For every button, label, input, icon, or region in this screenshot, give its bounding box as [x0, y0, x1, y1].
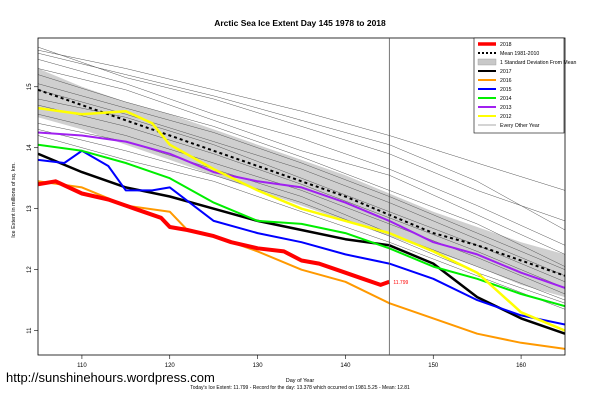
legend-item: 2016: [478, 78, 512, 84]
mean-line: [38, 88, 565, 277]
every-other-year-line: [38, 98, 565, 283]
every-other-year-line: [38, 49, 565, 191]
legend-swatch: [477, 58, 497, 66]
endpoint-value-label: 11.799: [393, 280, 408, 286]
every-other-year-line: [38, 52, 565, 231]
every-other-year-line: [38, 83, 565, 270]
every-other-year-line: [38, 59, 565, 246]
legend-label: Mean 1981-2010: [500, 51, 539, 57]
legend-item: 1 Standard Deviation From Mean: [477, 58, 577, 66]
legend-item: 2017: [478, 69, 512, 75]
legend-item: 2012: [478, 114, 512, 120]
legend-item: Mean 1981-2010: [478, 51, 539, 57]
every-other-year-line: [38, 89, 565, 277]
x-tick-label: 160: [516, 363, 527, 369]
x-tick-label: 150: [428, 363, 439, 369]
every-other-year-line: [38, 129, 565, 304]
every-other-year-line: [38, 74, 565, 267]
x-tick-label: 140: [340, 363, 351, 369]
chart-title: Arctic Sea Ice Extent Day 145 1978 to 20…: [214, 18, 386, 28]
y-tick-label: 11: [27, 327, 33, 334]
every-other-year-line: [38, 68, 565, 255]
series-line-2013: [38, 131, 565, 289]
every-other-year-line: [38, 135, 565, 310]
every-other-year-line: [38, 46, 565, 222]
every-other-year-line: [38, 113, 565, 295]
series-line-2012: [38, 106, 565, 332]
legend-box: [473, 37, 565, 134]
footer-text: Today's Ice Extent: 11.799 - Record for …: [190, 385, 410, 391]
x-axis-label: Day of Year: [286, 378, 315, 384]
x-tick-label: 130: [253, 363, 264, 369]
y-axis: 11 12 13 14 15: [27, 83, 38, 334]
legend-label: Every Other Year: [500, 123, 540, 129]
legend-item: 2015: [478, 87, 512, 93]
legend-item: 2018: [478, 42, 512, 48]
legend-item: 2014: [478, 96, 512, 102]
y-tick-label: 13: [27, 205, 33, 212]
y-tick-label: 14: [27, 144, 33, 151]
y-axis-label: Ice Extent in millions of sq. km.: [11, 162, 17, 238]
legend-label: 2015: [500, 87, 512, 93]
watermark-url: http://sunshinehours.wordpress.com: [6, 370, 215, 385]
legend-item: Every Other Year: [478, 123, 540, 129]
plot-frame: [37, 37, 566, 356]
legend-label: 2017: [500, 69, 512, 75]
legend-label: 2013: [500, 105, 512, 111]
legend-label: 2018: [500, 42, 512, 48]
legend-label: 2012: [500, 114, 512, 120]
legend: 2018 Mean 1981-2010 1 Standard Deviation F…: [473, 37, 577, 134]
series-line-2017: [38, 152, 565, 335]
plot-area: [38, 46, 565, 350]
x-tick-label: 120: [165, 363, 176, 369]
every-other-year-line: [38, 104, 565, 289]
legend-label: 2014: [500, 96, 512, 102]
series-line-2015: [38, 149, 565, 326]
legend-label: 2016: [500, 78, 512, 84]
x-tick-label: 110: [77, 363, 87, 369]
series-line-2018: [38, 179, 390, 287]
y-tick-label: 15: [27, 83, 33, 90]
std-dev-band: [38, 68, 565, 298]
x-axis: 110 120 130 140 150 160: [77, 355, 527, 369]
y-tick-label: 12: [27, 266, 33, 273]
series-line-2014: [38, 143, 565, 308]
legend-label: 1 Standard Deviation From Mean: [500, 60, 577, 66]
legend-item: 2013: [478, 105, 512, 111]
